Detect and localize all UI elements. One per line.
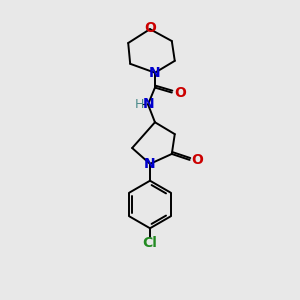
Text: H: H	[134, 98, 144, 111]
Text: N: N	[149, 66, 161, 80]
Text: N: N	[143, 98, 155, 111]
Text: N: N	[144, 157, 156, 171]
Text: Cl: Cl	[142, 236, 158, 250]
Text: O: O	[174, 85, 186, 100]
Text: O: O	[144, 21, 156, 35]
Text: O: O	[192, 153, 203, 167]
